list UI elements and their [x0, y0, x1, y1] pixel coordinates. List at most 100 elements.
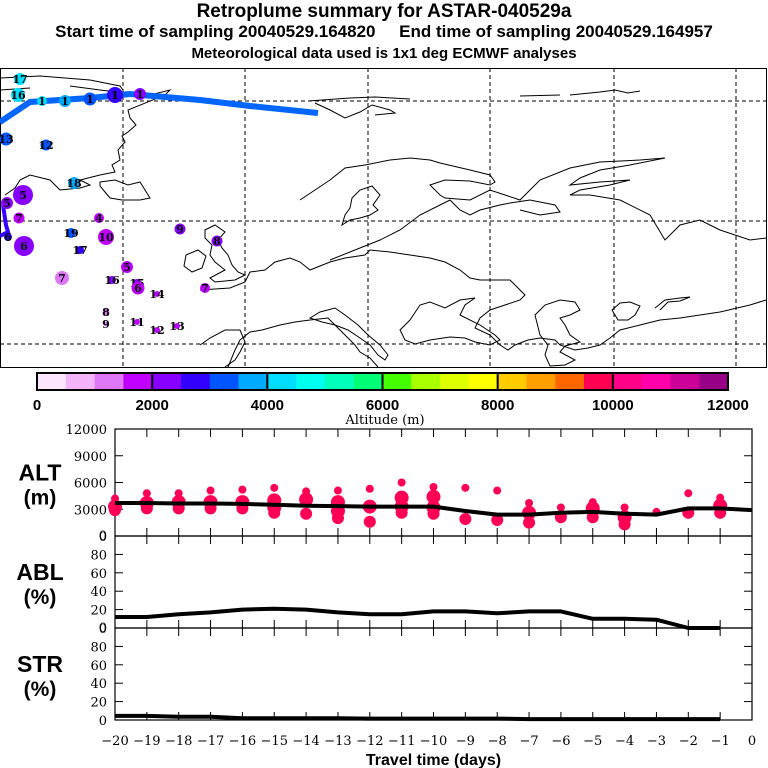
altitude-scatter-point	[238, 485, 247, 494]
y-tick-label: 0	[99, 622, 107, 637]
x-tick-label: −4	[615, 734, 634, 749]
x-tick-label: −17	[197, 734, 224, 749]
x-tick-label: 0	[748, 734, 756, 749]
x-tick-label: −15	[261, 734, 288, 749]
x-tick-label: −16	[229, 734, 256, 749]
altitude-colorbar: 0 2000 4000 6000 8000 10000 12000 Altitude (m)	[33, 372, 749, 428]
y-tick-label: 0	[99, 621, 107, 636]
x-tick-label: −1	[711, 734, 730, 749]
cluster-marker: 1	[83, 92, 97, 106]
cluster-marker: 7	[200, 282, 210, 295]
coastlines	[0, 75, 767, 368]
x-tick-label: −20	[101, 734, 128, 749]
cluster-label: 8	[213, 235, 221, 248]
cluster-dot	[107, 87, 123, 103]
met-data-note: Meteorological data used is 1x1 deg ECMW…	[191, 45, 577, 62]
altitude-scatter-point	[331, 512, 344, 525]
cluster-dot	[37, 96, 47, 106]
y-tick-label: 20	[90, 696, 107, 711]
altitude-scatter-point	[491, 513, 504, 526]
colorbar-swatch	[267, 373, 297, 390]
colorbar-label: Altitude (m)	[344, 413, 424, 428]
altitude-scatter-point	[333, 486, 342, 495]
colorbar-tick-label: 8000	[481, 397, 514, 414]
y-tick-label: 80	[90, 548, 107, 563]
colorbar-swatch	[65, 373, 96, 390]
colorbar-swatch	[353, 373, 383, 390]
cluster-dot	[94, 213, 104, 223]
altitude-scatter-point	[620, 503, 629, 512]
cluster-marker: 9	[102, 318, 110, 331]
cluster-marker: 16	[10, 88, 26, 102]
cluster-label: 1	[86, 93, 94, 106]
altitude-scatter-point	[523, 516, 536, 529]
cluster-marker: 7	[55, 271, 69, 285]
colorbar-swatch	[555, 373, 585, 390]
altitude-scatter-point	[140, 502, 153, 515]
y-tick-label: 0	[99, 714, 107, 729]
cluster-dot	[1, 197, 13, 209]
altitude-scatter-point	[426, 489, 441, 504]
y-tick-label: 0	[99, 529, 107, 544]
cluster-label: 1	[61, 95, 69, 108]
cluster-dot	[98, 229, 114, 245]
cluster-dot	[59, 95, 71, 107]
x-tick-label: −3	[647, 734, 666, 749]
colorbar-swatch	[238, 373, 268, 390]
cluster-dot	[154, 291, 160, 297]
panel-series-line	[115, 606, 721, 630]
cluster-marker: 6	[14, 236, 34, 256]
x-tick-label: −11	[388, 734, 415, 749]
cluster-marker: 13	[169, 320, 184, 333]
cluster-marker: 12	[38, 139, 53, 152]
cluster-marker: 6	[131, 281, 145, 295]
x-tick-label: −19	[133, 734, 160, 749]
colorbar-tick-label: 2000	[135, 397, 168, 414]
cluster-dot	[11, 88, 25, 102]
altitude-scatter-point	[174, 489, 183, 498]
colorbar-swatch	[37, 373, 67, 390]
cluster-label: 7	[15, 212, 23, 225]
x-tick-label: −8	[488, 734, 507, 749]
cluster-marker: 12	[149, 324, 164, 337]
panel-ylabel: ABL	[16, 559, 63, 585]
panel-ylabel-unit: (m)	[24, 487, 57, 510]
cluster-marker: 6	[4, 231, 12, 244]
cluster-markers: 1716111111312185576641019179875161561478…	[0, 73, 223, 337]
cluster-dot	[174, 323, 180, 329]
cluster-label: 6	[20, 240, 28, 253]
panel-ylabel-unit: (%)	[24, 586, 57, 609]
y-tick-label: 9000	[74, 450, 107, 465]
altitude-scatter-point	[363, 515, 376, 528]
plume-track	[0, 90, 319, 238]
altitude-scatter-point	[365, 484, 374, 493]
map-gridlines	[0, 68, 766, 367]
colorbar-tick-label: 12000	[707, 397, 749, 414]
y-tick-label: 40	[90, 585, 107, 600]
altitude-scatter-point	[684, 489, 693, 498]
colorbar-swatch	[123, 373, 153, 390]
altitude-scatter-point	[300, 507, 313, 520]
colorbar-swatch	[94, 373, 124, 390]
x-tick-label: −13	[324, 734, 351, 749]
panel-ylabel: ALT	[18, 460, 61, 486]
cluster-label: 7	[58, 272, 66, 285]
cluster-dot	[4, 233, 12, 241]
cluster-label: 9	[102, 318, 110, 331]
cluster-label: 10	[98, 231, 114, 244]
cluster-marker: 7	[13, 212, 25, 225]
cluster-dot	[200, 283, 210, 293]
cluster-marker: 13	[0, 132, 14, 146]
cluster-dot	[0, 132, 13, 146]
colorbar-swatch	[382, 373, 412, 390]
colorbar-swatch	[612, 373, 643, 390]
y-tick-label: 60	[90, 659, 107, 674]
colorbar-swatch	[411, 373, 441, 390]
cluster-marker: 1	[107, 87, 123, 103]
x-tick-label: −14	[292, 734, 319, 749]
map-frame	[0, 68, 767, 368]
colorbar-swatch	[209, 373, 240, 390]
cluster-marker: 8	[102, 306, 110, 319]
y-tick-label: 6000	[74, 477, 107, 492]
